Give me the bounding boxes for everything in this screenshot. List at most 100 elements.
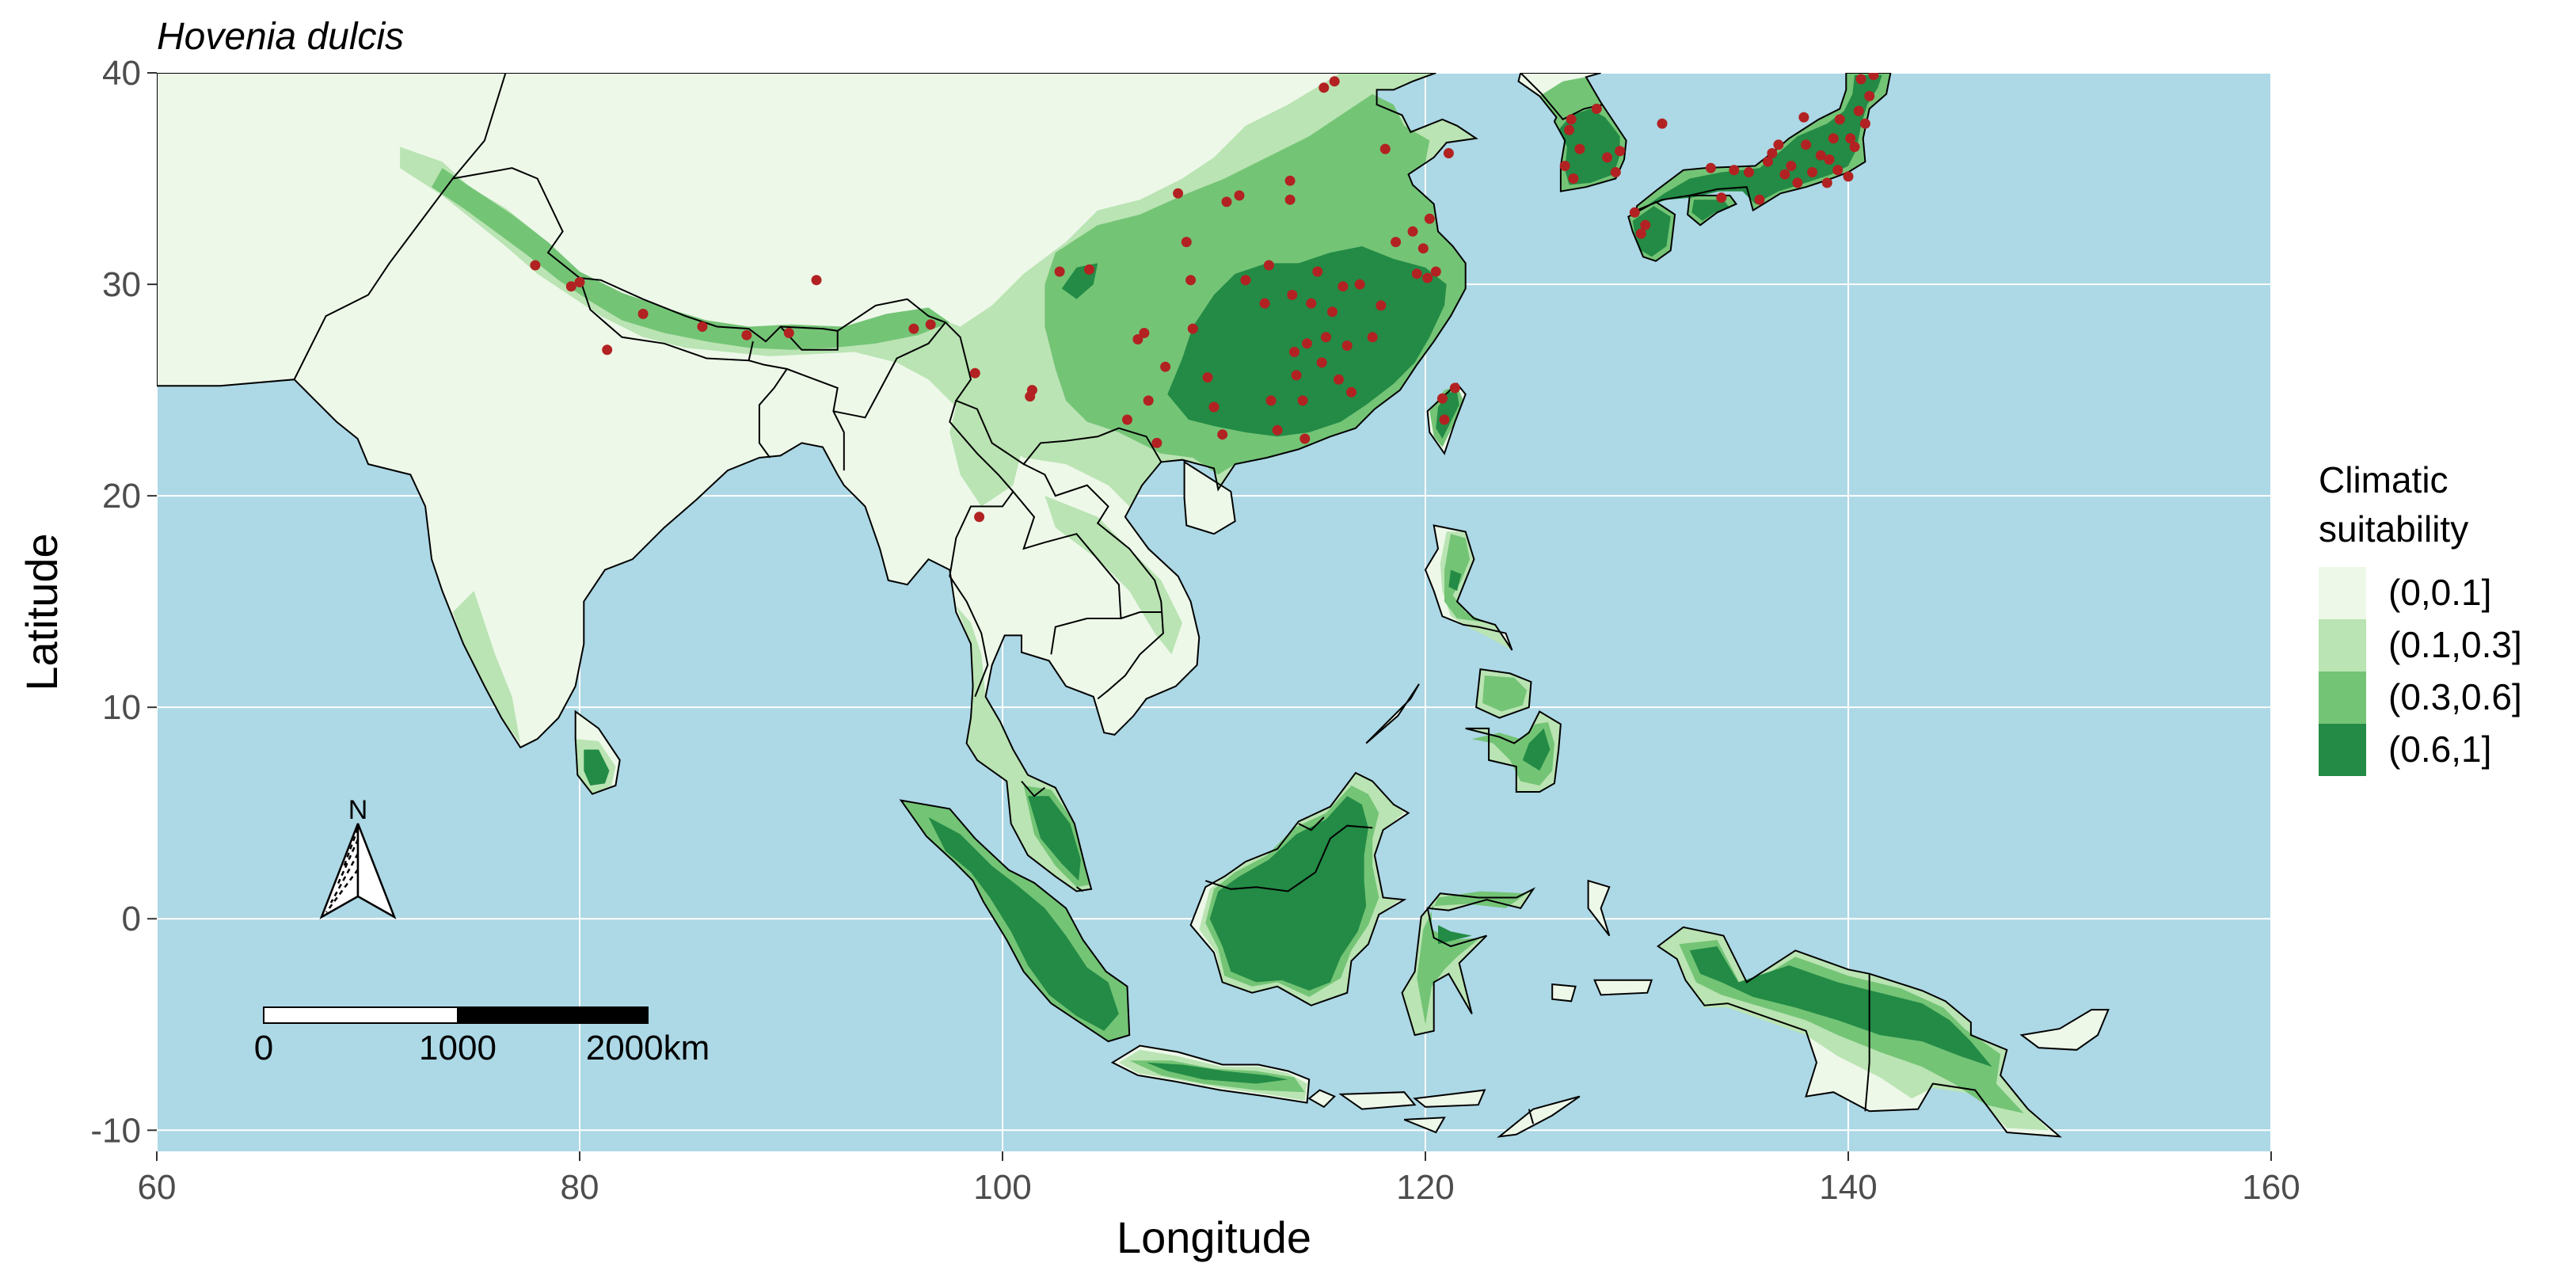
occurrence-point	[974, 512, 985, 523]
occurrence-point	[1786, 161, 1797, 171]
scale-bar-black-segment	[457, 1006, 649, 1024]
country-borders	[293, 73, 1870, 1124]
occurrence-point	[1640, 219, 1651, 230]
coastline	[1307, 1089, 1336, 1109]
country-border	[779, 325, 839, 351]
country-border	[833, 322, 946, 419]
suitability-region	[1552, 984, 1576, 1002]
occurrence-point	[1026, 385, 1037, 396]
occurrence-point	[530, 260, 541, 271]
suitability-region	[1691, 200, 1730, 221]
coastline	[1475, 668, 1532, 719]
occurrence-point	[1334, 374, 1344, 385]
x-tick-label: 120	[1396, 1168, 1454, 1207]
occurrence-point	[1773, 139, 1784, 150]
coastline	[1687, 194, 1738, 226]
coastline	[899, 799, 1131, 1043]
legend-items: (0,0.1] (0.1,0.3] (0.3,0.6] (0.6,1]	[2319, 567, 2522, 776]
country-border	[748, 360, 845, 471]
occurrence-point	[925, 319, 936, 330]
occurrence-point	[637, 308, 649, 319]
suitability-region	[1028, 796, 1081, 881]
coastline	[157, 73, 1478, 892]
occurrence-points	[530, 73, 1879, 523]
legend-label: (0.1,0.3]	[2388, 624, 2522, 665]
occurrence-point	[1834, 114, 1845, 125]
occurrence-point	[1821, 177, 1832, 188]
suitability-region	[1522, 728, 1551, 771]
occurrence-point	[1855, 74, 1866, 85]
occurrence-point	[1849, 142, 1860, 152]
coastline	[1426, 382, 1467, 455]
occurrence-point	[1815, 150, 1826, 161]
country-border	[293, 73, 507, 380]
suitability-region	[1448, 569, 1462, 592]
occurrence-point	[1316, 357, 1327, 368]
occurrence-point	[1297, 395, 1308, 406]
x-tick-label: 60	[138, 1168, 177, 1207]
occurrence-point	[1591, 103, 1602, 114]
occurrence-point	[1337, 281, 1349, 292]
occurrence-point	[1354, 279, 1365, 290]
occurrence-point	[783, 328, 794, 338]
occurrence-point	[565, 281, 576, 292]
occurrence-point	[1564, 124, 1575, 135]
occurrence-point	[1202, 372, 1213, 383]
x-axis: 60 80 100 120 140 160	[138, 1151, 2300, 1207]
y-tick-label: 20	[102, 477, 141, 516]
suitability-region	[1417, 891, 1528, 1025]
legend-key	[2319, 619, 2366, 672]
coastline	[1517, 73, 1627, 192]
suitability-region	[1341, 1092, 1415, 1109]
coastline	[1338, 1091, 1417, 1110]
occurrence-point	[1289, 347, 1299, 357]
occurrence-point	[1263, 260, 1274, 271]
occurrence-point	[1798, 112, 1809, 123]
scale-label-0: 0	[254, 1029, 273, 1067]
suitability-raster	[157, 73, 2110, 1138]
occurrence-point	[1610, 167, 1621, 177]
legend-label: (0.3,0.6]	[2388, 676, 2522, 717]
country-border	[1528, 1109, 1535, 1124]
suitability-region	[1404, 1117, 1444, 1132]
suitability-region	[1438, 925, 1472, 945]
north-arrow: N	[319, 795, 397, 919]
occurrence-point	[969, 367, 980, 379]
coastline	[1465, 710, 1562, 793]
occurrence-point	[1327, 306, 1337, 318]
occurrence-point	[1132, 334, 1143, 344]
occurrence-point	[1173, 188, 1184, 199]
occurrence-point	[1346, 386, 1356, 398]
plot-title: Hovenia dulcis	[157, 16, 404, 58]
occurrence-point	[1306, 298, 1317, 309]
occurrence-point	[1417, 243, 1429, 254]
occurrence-point	[1657, 118, 1668, 129]
coastline	[1587, 879, 1611, 937]
y-tick-label: 0	[122, 900, 141, 938]
occurrence-point	[1329, 76, 1340, 87]
occurrence-point	[1054, 266, 1065, 277]
occurrence-point	[1843, 171, 1854, 182]
occurrence-point	[1272, 424, 1283, 436]
coastline	[574, 710, 621, 795]
y-tick-label: 30	[102, 265, 141, 304]
occurrence-point	[1187, 323, 1198, 334]
suitability-region	[1209, 796, 1368, 991]
country-border	[1864, 973, 1870, 1112]
y-axis: -10 0 10 20 30 40	[90, 54, 157, 1150]
coastline	[1365, 683, 1420, 744]
occurrence-point	[1705, 162, 1716, 173]
occurrence-point	[1824, 154, 1835, 165]
country-border	[1520, 73, 1604, 121]
coastline	[1636, 73, 1892, 212]
occurrence-point	[1845, 133, 1856, 144]
occurrence-point	[602, 344, 613, 356]
occurrence-point	[1221, 196, 1232, 207]
x-tick-label: 160	[2242, 1168, 2300, 1207]
country-border	[1023, 463, 1164, 700]
occurrence-point	[1318, 82, 1330, 93]
country-border	[1204, 824, 1373, 892]
occurrence-point	[1379, 143, 1391, 154]
occurrence-point	[1367, 332, 1378, 343]
